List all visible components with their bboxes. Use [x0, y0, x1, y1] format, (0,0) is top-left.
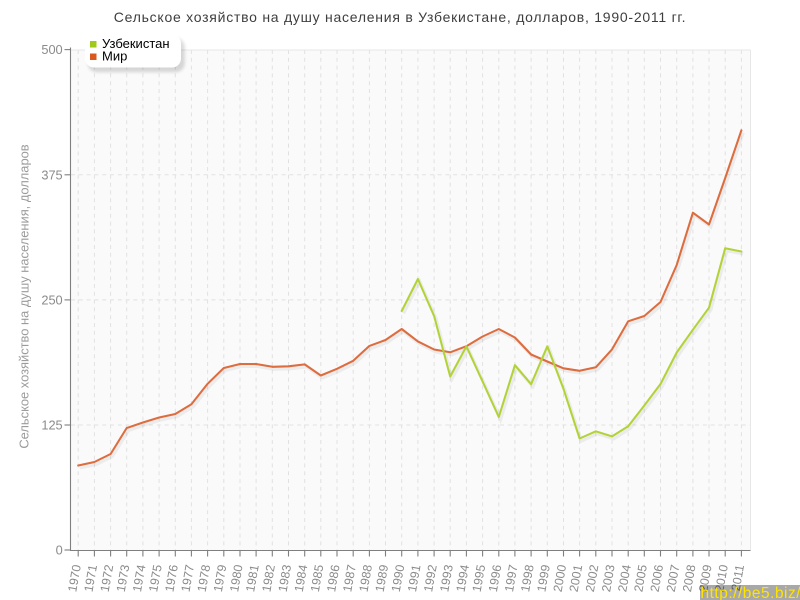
svg-text:1991: 1991	[405, 563, 424, 593]
svg-text:1985: 1985	[308, 563, 327, 593]
svg-text:1997: 1997	[502, 563, 521, 593]
svg-text:1979: 1979	[211, 563, 230, 593]
svg-text:1998: 1998	[518, 563, 537, 593]
svg-text:1982: 1982	[259, 563, 278, 593]
svg-text:1999: 1999	[534, 563, 553, 593]
svg-text:1986: 1986	[324, 563, 343, 593]
svg-text:2004: 2004	[615, 563, 634, 593]
svg-text:1978: 1978	[195, 563, 214, 593]
svg-text:250: 250	[41, 293, 62, 308]
svg-text:1988: 1988	[357, 563, 376, 593]
svg-text:1972: 1972	[98, 563, 117, 593]
svg-text:2009: 2009	[696, 563, 715, 593]
svg-text:125: 125	[41, 418, 62, 433]
svg-text:1983: 1983	[276, 563, 295, 593]
svg-text:2000: 2000	[551, 563, 570, 593]
svg-text:http://be5.biz/: http://be5.biz/	[701, 585, 800, 600]
svg-text:2003: 2003	[599, 563, 618, 593]
svg-text:1980: 1980	[227, 563, 246, 593]
svg-text:2010: 2010	[712, 563, 731, 593]
svg-text:Сельское хозяйство на душу нас: Сельское хозяйство на душу населения, до…	[17, 144, 32, 448]
svg-text:Узбекистан: Узбекистан	[102, 36, 170, 51]
svg-text:2011: 2011	[729, 563, 747, 592]
svg-text:1975: 1975	[146, 563, 165, 593]
svg-text:2001: 2001	[567, 563, 586, 593]
svg-text:1996: 1996	[486, 563, 505, 593]
svg-text:2005: 2005	[631, 563, 650, 593]
svg-text:1994: 1994	[454, 563, 473, 593]
svg-text:1990: 1990	[389, 563, 408, 593]
svg-text:1974: 1974	[130, 563, 149, 593]
svg-text:1977: 1977	[179, 563, 198, 593]
svg-text:1989: 1989	[373, 563, 392, 593]
svg-text:375: 375	[41, 167, 62, 182]
svg-text:0: 0	[56, 543, 63, 558]
svg-text:1987: 1987	[340, 563, 359, 593]
svg-text:1976: 1976	[162, 563, 181, 593]
svg-text:1971: 1971	[82, 563, 101, 593]
svg-text:1981: 1981	[243, 563, 262, 593]
svg-text:1992: 1992	[421, 563, 440, 593]
svg-text:1984: 1984	[292, 563, 311, 593]
svg-text:2008: 2008	[680, 563, 699, 593]
svg-text:Сельское хозяйство на душу нас: Сельское хозяйство на душу населения в У…	[114, 9, 686, 25]
svg-text:1995: 1995	[470, 563, 489, 593]
svg-text:1993: 1993	[437, 563, 456, 593]
svg-text:1973: 1973	[114, 563, 133, 593]
svg-text:2002: 2002	[583, 563, 602, 593]
svg-text:2006: 2006	[648, 563, 667, 593]
svg-text:2007: 2007	[664, 563, 683, 593]
svg-text:1970: 1970	[65, 563, 84, 593]
svg-text:500: 500	[41, 42, 62, 57]
svg-text:Мир: Мир	[102, 48, 127, 63]
